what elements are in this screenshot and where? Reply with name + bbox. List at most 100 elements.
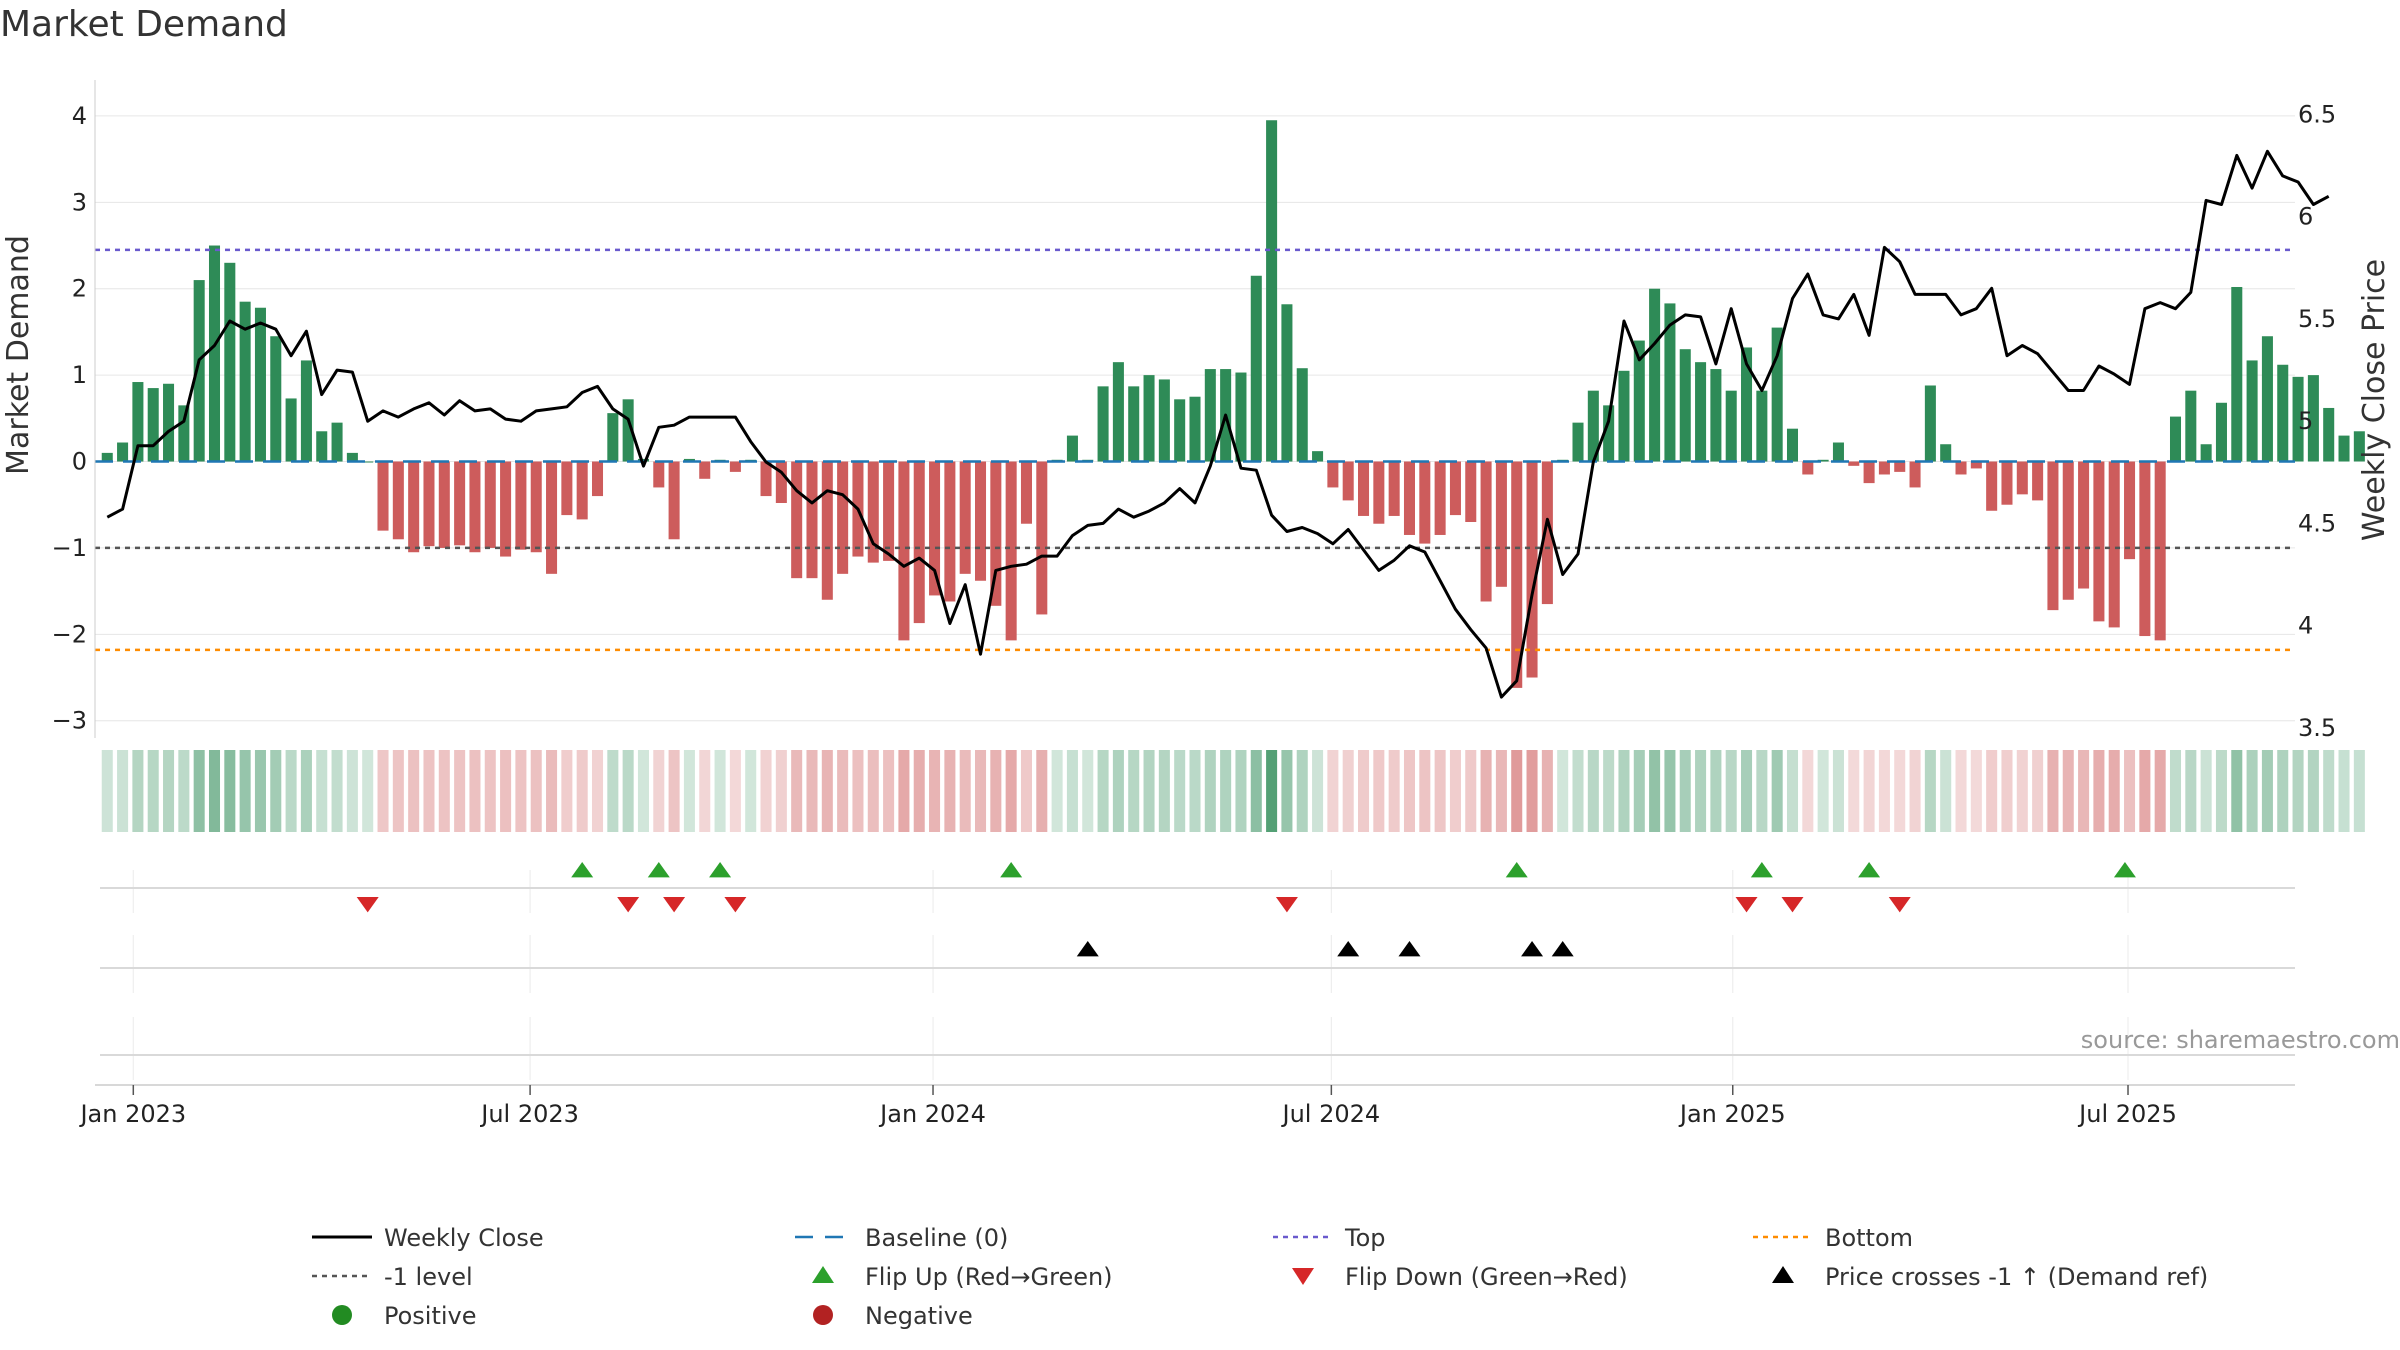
positive-bar	[2277, 364, 2289, 462]
x-tick-label: Jan 2025	[1678, 1100, 1786, 1128]
strip-cell	[1174, 750, 1186, 832]
strip-cell	[745, 750, 757, 832]
positive-bar	[1725, 390, 1737, 462]
strip-cell	[1940, 750, 1952, 832]
negative-bar	[1465, 461, 1477, 522]
strip-cell	[1342, 750, 1354, 832]
strip-cell	[193, 750, 205, 832]
strip-cell	[546, 750, 558, 832]
strip-cell	[637, 750, 649, 832]
strip-cell	[1220, 750, 1232, 832]
flip-up-marker	[1858, 862, 1881, 878]
positive-bar	[1204, 369, 1216, 462]
strip-cell	[132, 750, 144, 832]
positive-bar	[1924, 385, 1936, 462]
x-axis: Jan 2023 Jul 2023 Jan 2024 Jul 2024 Jan 2025…	[78, 1084, 2295, 1128]
flip-up-marker	[2113, 862, 2136, 878]
strip-cell	[1909, 750, 1921, 832]
flip-up-marker	[1750, 862, 1773, 878]
positive-bar	[1235, 372, 1247, 462]
legend-swatch	[1772, 1266, 1794, 1283]
negative-bar	[1848, 461, 1860, 466]
positive-bar	[2338, 435, 2350, 462]
strip-cell	[408, 750, 420, 832]
strip-cell	[867, 750, 879, 832]
price-cross-marker	[1521, 941, 1544, 957]
negative-bar	[2078, 461, 2090, 589]
negative-bar	[1419, 461, 1431, 544]
negative-bar	[729, 461, 741, 472]
strip-cell	[1266, 750, 1278, 832]
y2-tick-label: 6	[2298, 203, 2313, 231]
negative-bar	[1541, 461, 1553, 605]
strip-cell	[2108, 750, 2120, 832]
left-axis: −3 −2 −1 0 1 2 3 4	[52, 80, 96, 738]
negative-bar	[867, 461, 879, 563]
strip-cell	[1863, 750, 1875, 832]
strip-cell	[990, 750, 1002, 832]
strip-cell	[423, 750, 435, 832]
negative-bar	[2108, 461, 2120, 628]
strip-cell	[2047, 750, 2059, 832]
positive-bar	[117, 442, 129, 462]
strip-cell	[791, 750, 803, 832]
legend-item-negative: Negative	[813, 1302, 973, 1330]
strip-cell	[975, 750, 987, 832]
strip-cell	[1986, 750, 1998, 832]
strip-cell	[1756, 750, 1768, 832]
positive-bar	[1786, 428, 1799, 462]
legend-label: Price crosses -1 ↑ (Demand ref)	[1825, 1263, 2208, 1291]
strip-cell	[1649, 750, 1661, 832]
flip-up-marker	[647, 862, 670, 878]
strip-cell	[2353, 750, 2365, 832]
strip-cell	[1312, 750, 1324, 832]
strip-cell	[1434, 750, 1446, 832]
y-tick-label: −2	[52, 620, 87, 648]
strip-cell	[515, 750, 527, 832]
x-tick-label: Jul 2024	[1281, 1100, 1381, 1128]
positive-bar	[1174, 399, 1186, 462]
negative-bar	[975, 461, 987, 581]
negative-bar	[1005, 461, 1017, 641]
strip-cell	[1633, 750, 1645, 832]
strip-cell	[208, 750, 221, 832]
negative-bar	[775, 461, 787, 503]
positive-bar	[270, 336, 282, 462]
legend-label: -1 level	[384, 1263, 473, 1291]
strip-cell	[561, 750, 573, 832]
negative-bar	[561, 461, 573, 516]
legend-item-weekly-close: Weekly Close	[312, 1224, 544, 1252]
negative-bar	[2124, 461, 2136, 560]
strip-cell	[1465, 750, 1477, 832]
strip-cell	[2307, 750, 2319, 832]
demand-heat-strip	[101, 750, 2365, 832]
strip-cell	[454, 750, 466, 832]
strip-cell	[362, 750, 374, 832]
positive-bar	[300, 360, 312, 462]
strip-cell	[607, 750, 619, 832]
positive-bar	[1281, 304, 1293, 462]
legend-item-flip-down: Flip Down (Green→Red)	[1292, 1263, 1628, 1291]
strip-cell	[898, 750, 910, 832]
positive-bar	[1817, 459, 1829, 462]
strip-cell	[1832, 750, 1844, 832]
positive-bar	[132, 382, 144, 462]
strip-cell	[2016, 750, 2028, 832]
strip-cell	[1970, 750, 1982, 832]
strip-cell	[913, 750, 925, 832]
legend-item-flip-up: Flip Up (Red→Green)	[812, 1263, 1113, 1291]
strip-cell	[1112, 750, 1124, 832]
strip-cell	[821, 750, 833, 832]
strip-cell	[1725, 750, 1737, 832]
strip-cell	[254, 750, 266, 832]
legend-item-positive: Positive	[332, 1302, 477, 1330]
flip-up-marker	[709, 862, 732, 878]
negative-bar	[515, 461, 527, 550]
legend-label: Bottom	[1825, 1224, 1913, 1252]
strip-cell	[1802, 750, 1814, 832]
strip-cell	[1695, 750, 1707, 832]
strip-cell	[1786, 750, 1799, 832]
strip-cell	[2032, 750, 2044, 832]
right-axis: 3.5 4 4.5 5 5.5 6 6.5	[2298, 101, 2336, 742]
positive-bar	[1312, 451, 1324, 462]
